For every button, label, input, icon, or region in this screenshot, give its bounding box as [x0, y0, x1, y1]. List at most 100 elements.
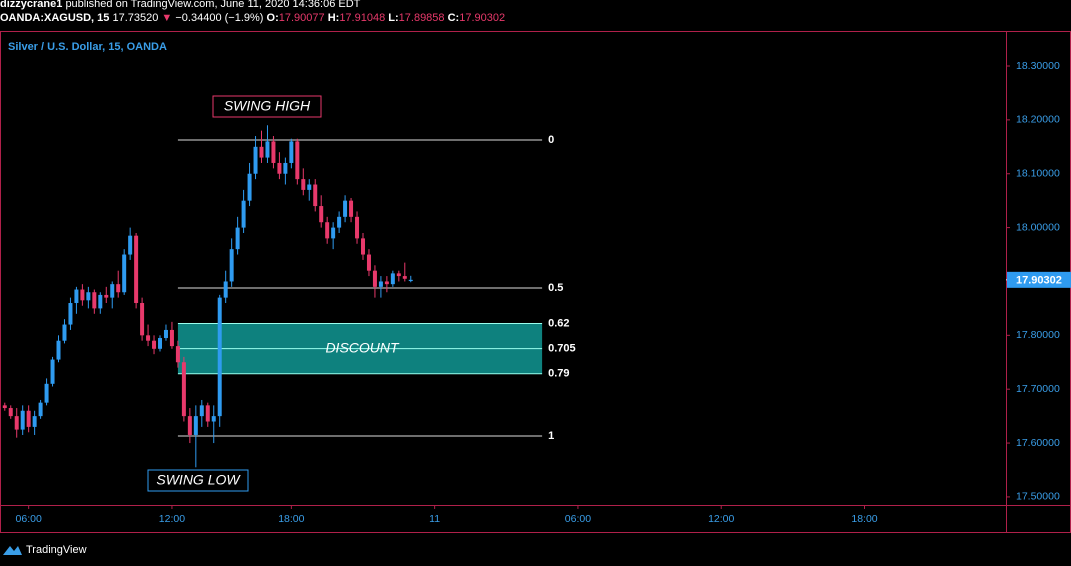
y-tick-label: 18.30000	[1016, 60, 1060, 72]
candle-body	[313, 184, 318, 207]
candle-body	[229, 249, 234, 282]
o-label: O:	[267, 12, 279, 24]
price: 17.73520	[112, 12, 158, 24]
candle-body	[307, 184, 312, 190]
candle-body	[158, 338, 163, 349]
x-tick-label: 12:00	[708, 513, 734, 525]
candle-body	[169, 329, 174, 347]
x-tick-label: 18:00	[851, 513, 877, 525]
candle-body	[122, 254, 127, 293]
y-tick-label: 17.70000	[1016, 383, 1060, 395]
c-label: C:	[448, 12, 460, 24]
x-tick-label: 06:00	[565, 513, 591, 525]
candle-body	[116, 284, 121, 293]
candle-body	[349, 200, 354, 217]
candle-body	[26, 410, 31, 427]
c-value: 17.90302	[459, 12, 505, 24]
candle-body	[289, 141, 294, 163]
candle-body	[175, 346, 180, 363]
candle-body	[62, 324, 67, 341]
candle-body	[92, 292, 97, 309]
o-value: 17.90077	[279, 12, 325, 24]
l-value: 17.89858	[399, 12, 445, 24]
candle-body	[20, 410, 25, 430]
logo	[3, 546, 22, 555]
symbol: OANDA:XAGUSD, 15	[0, 12, 109, 24]
candle-body	[366, 254, 371, 271]
y-tick-label: 17.50000	[1016, 491, 1060, 503]
candle-body	[360, 238, 365, 255]
candle-body	[319, 206, 324, 223]
annotation: SWING HIGH	[224, 98, 311, 114]
change: −0.34400 (−1.9%)	[175, 12, 263, 24]
candle-body	[271, 141, 276, 163]
candle-body	[163, 329, 168, 339]
arrow: ▼	[161, 12, 172, 24]
annotation: SWING LOW	[156, 472, 241, 488]
published: published on TradingView.com, June 11, 2…	[65, 0, 360, 10]
candle-body	[32, 416, 37, 427]
last-price-tag	[1007, 271, 1071, 288]
candle-body	[8, 408, 13, 417]
fib-level-label: 1	[548, 430, 554, 442]
y-tick-label: 18.10000	[1016, 168, 1060, 180]
candle-body	[241, 200, 246, 228]
candle-body	[86, 292, 91, 301]
candle-body	[152, 340, 157, 349]
candle-body	[408, 279, 413, 282]
candle-body	[80, 289, 85, 301]
candle-body	[337, 216, 342, 228]
candle-body	[56, 340, 61, 360]
candle-body	[295, 141, 300, 180]
y-tick-label: 17.80000	[1016, 329, 1060, 341]
candle-body	[396, 273, 401, 277]
candle-body	[253, 146, 258, 174]
candle-body	[217, 297, 222, 417]
candle-body	[259, 146, 264, 158]
x-tick-label: 06:00	[16, 513, 42, 525]
candle-body	[104, 294, 109, 298]
fib-level-label: 0.705	[548, 343, 576, 355]
candle-body	[211, 416, 216, 422]
candle-body	[199, 405, 204, 417]
h-value: 17.91048	[339, 12, 385, 24]
candle-body	[140, 303, 145, 336]
candle-body	[372, 270, 377, 287]
candle-body	[181, 362, 186, 417]
candle-body	[235, 227, 240, 250]
last-price-label: 17.90302	[1016, 275, 1062, 287]
candle-body	[205, 405, 210, 422]
candle-body	[74, 289, 79, 304]
candle-body	[265, 141, 270, 158]
candle-body	[38, 402, 43, 417]
l-label: L:	[388, 12, 398, 24]
candle-body	[378, 281, 383, 287]
candle-body	[193, 416, 198, 435]
candle-body	[146, 335, 151, 341]
candle-body	[134, 235, 139, 304]
y-tick-label: 18.20000	[1016, 114, 1060, 126]
annotation-box	[147, 469, 249, 492]
candle-body	[390, 273, 395, 285]
y-tick-label: 17.60000	[1016, 437, 1060, 449]
footer: TradingView	[3, 544, 87, 556]
candle-body	[128, 235, 133, 255]
candle-body	[44, 383, 49, 403]
y-tick-label: 18.00000	[1016, 221, 1060, 233]
candle-body	[223, 281, 228, 298]
candle-body	[355, 216, 360, 239]
fib-level-label: 0.79	[548, 368, 569, 380]
brand: TradingView	[26, 544, 87, 556]
fib-level-label: 0.62	[548, 317, 569, 329]
header-line-2: OANDA:XAGUSD, 15 17.73520 ▼ −0.34400 (−1…	[0, 12, 505, 24]
candle-body	[331, 227, 336, 239]
candle-body	[50, 359, 55, 384]
candle-body	[187, 416, 192, 435]
candle-body	[2, 405, 7, 409]
chart-title: Silver / U.S. Dollar, 15, OANDA	[8, 41, 167, 53]
candle-body	[110, 284, 115, 298]
candle-body	[301, 179, 306, 190]
candle-body	[277, 162, 282, 174]
